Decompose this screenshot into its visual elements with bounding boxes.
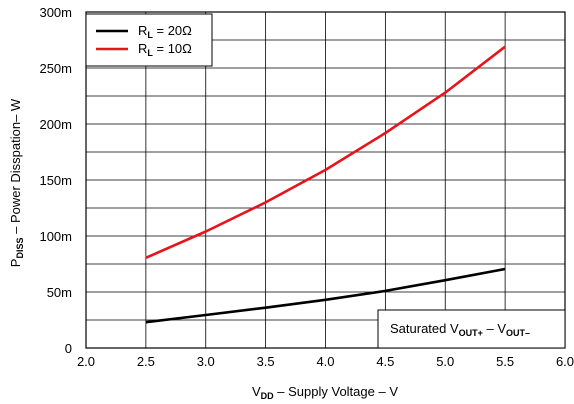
x-tick-label: 3.0 bbox=[197, 354, 215, 369]
series-line-0 bbox=[145, 267, 506, 324]
series-line-1 bbox=[145, 45, 506, 259]
x-tick-label: 4.0 bbox=[316, 354, 334, 369]
y-tick-label: 200m bbox=[39, 117, 72, 132]
legend-label-rl-20-rest: = 20Ω bbox=[153, 23, 192, 38]
x-tick-label: 5.5 bbox=[496, 354, 514, 369]
x-tick-label: 2.5 bbox=[137, 354, 155, 369]
plot-frame bbox=[85, 11, 566, 349]
annotation-part-0: Saturated V bbox=[390, 321, 459, 336]
y-tick-label: 100m bbox=[39, 229, 72, 244]
legend-label-rl-10: RL = 10Ω bbox=[138, 41, 192, 58]
x-axis-label-rest: – Supply Voltage – V bbox=[274, 384, 399, 399]
legend-label-rl-20-main: R bbox=[138, 23, 147, 38]
x-axis-label-sub: DD bbox=[261, 391, 274, 401]
legend: RL = 20Ω RL = 10Ω bbox=[85, 13, 213, 67]
x-axis-label: VDD – Supply Voltage – V bbox=[252, 384, 398, 401]
y-tick-label: 300m bbox=[39, 5, 72, 20]
y-tick-label: 0 bbox=[65, 341, 72, 356]
legend-label-rl-20-sub: L bbox=[147, 30, 153, 40]
legend-label-rl-10-main: R bbox=[138, 41, 147, 56]
annotation-part-3: OUT– bbox=[506, 328, 530, 338]
y-tick-label: 50m bbox=[47, 285, 72, 300]
y-tick-label: 150m bbox=[39, 173, 72, 188]
y-axis-label: PDISS – Power Disspation– W bbox=[8, 98, 25, 267]
y-axis-label-sub: DISS bbox=[15, 238, 25, 259]
y-axis-label-rest: – Power Disspation– W bbox=[8, 98, 23, 237]
legend-box bbox=[85, 13, 213, 67]
annotation-text: Saturated VOUT+ – VOUT– bbox=[390, 321, 530, 338]
annotation: Saturated VOUT+ – VOUT– bbox=[377, 309, 566, 349]
annotation-part-2: – V bbox=[483, 321, 506, 336]
legend-label-rl-20: RL = 20Ω bbox=[138, 23, 192, 40]
annotation-part-1: OUT+ bbox=[459, 328, 483, 338]
x-tick-label: 4.5 bbox=[376, 354, 394, 369]
x-axis-label-main: V bbox=[252, 384, 261, 399]
y-tick-label: 250m bbox=[39, 61, 72, 76]
legend-label-rl-10-rest: = 10Ω bbox=[153, 41, 192, 56]
annotation-box bbox=[377, 309, 566, 349]
x-tick-labels: 2.0 2.5 3.0 3.5 4.0 4.5 5.0 5.5 6.0 bbox=[77, 354, 574, 369]
x-tick-label: 2.0 bbox=[77, 354, 95, 369]
y-axis-label-main: P bbox=[8, 259, 23, 268]
legend-label-rl-10-sub: L bbox=[147, 48, 153, 58]
x-tick-label: 5.0 bbox=[436, 354, 454, 369]
y-tick-labels: 0 50m 100m 150m 200m 250m 300m bbox=[39, 5, 72, 356]
series-layer bbox=[145, 45, 506, 324]
x-tick-label: 6.0 bbox=[556, 354, 574, 369]
x-tick-label: 3.5 bbox=[257, 354, 275, 369]
